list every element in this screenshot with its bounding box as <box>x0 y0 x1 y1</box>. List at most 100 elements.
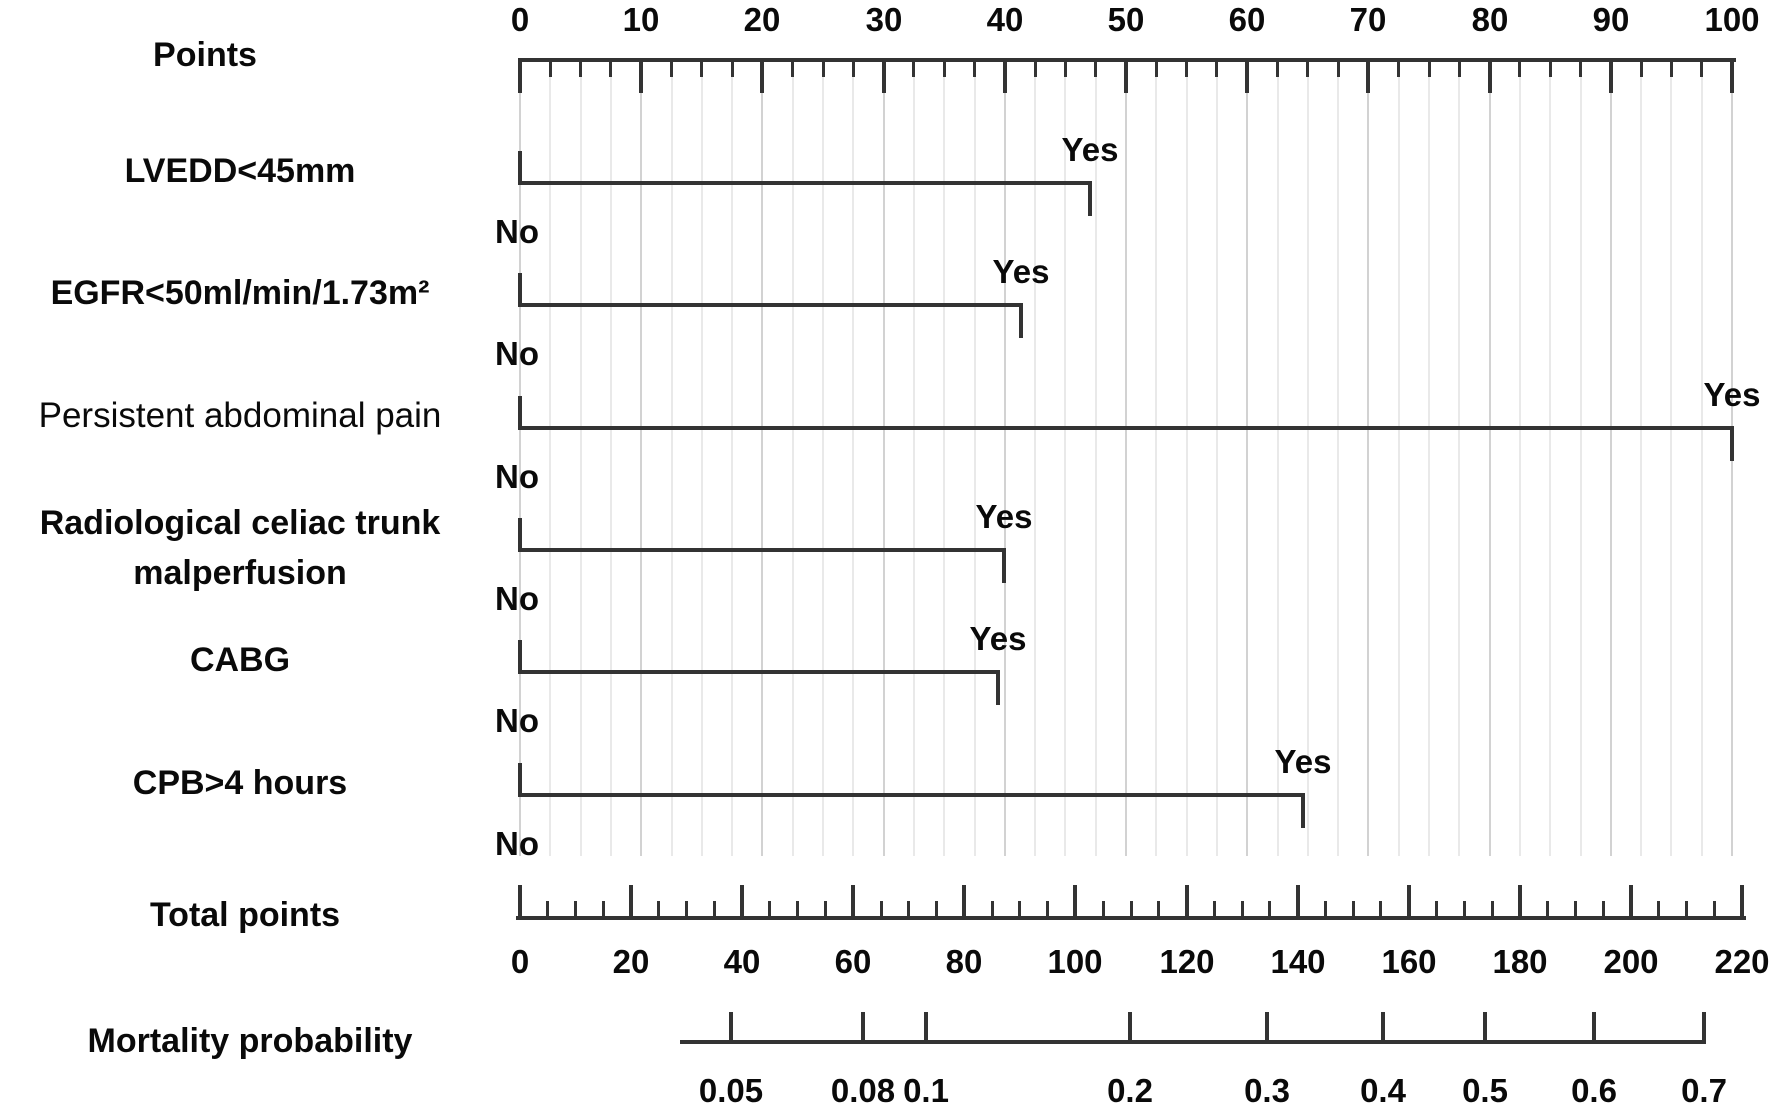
gridline <box>1367 60 1369 856</box>
total-points-axis-tick <box>768 901 771 918</box>
variable-no-tick <box>518 763 522 795</box>
total-points-tick-label: 140 <box>1270 943 1326 980</box>
total-points-axis-tick <box>1073 885 1077 918</box>
gridline <box>852 60 854 856</box>
points-axis-tick <box>1245 60 1249 93</box>
total-points-axis-tick <box>1241 901 1244 918</box>
gridline <box>1277 60 1279 856</box>
total-points-axis-tick <box>935 901 938 918</box>
mortality-tick-label: 0.1 <box>903 1072 949 1109</box>
points-axis-tick <box>1185 60 1188 77</box>
gridline <box>1670 60 1672 856</box>
points-axis-tick <box>1549 60 1552 77</box>
points-axis-tick-label: 60 <box>1228 1 1266 38</box>
gridline <box>519 60 521 856</box>
gridline <box>1701 60 1703 856</box>
total-points-axis-tick <box>546 901 549 918</box>
gridline <box>1519 60 1521 856</box>
points-axis-tick-label: 10 <box>622 1 660 38</box>
mortality-axis-line <box>680 1040 1706 1044</box>
variable-axis-line <box>518 670 1000 674</box>
total-points-axis-tick <box>629 885 633 918</box>
total-points-tick-label: 60 <box>834 943 872 980</box>
gridline <box>761 60 763 856</box>
gridline <box>610 60 612 856</box>
total-points-axis-tick <box>1518 885 1522 918</box>
variable-label: EGFR<50ml/min/1.73m² <box>50 274 430 312</box>
points-axis-tick <box>1670 60 1673 77</box>
gridline <box>1246 60 1248 856</box>
gridline <box>1428 60 1430 856</box>
points-axis-tick <box>1034 60 1037 77</box>
mortality-axis-tick <box>1265 1012 1269 1042</box>
points-axis-tick <box>1428 60 1431 77</box>
points-axis-tick <box>791 60 794 77</box>
total-points-axis-tick <box>1435 901 1438 918</box>
variable-no-label: No <box>495 458 539 495</box>
points-axis-tick <box>549 60 552 77</box>
points-axis-tick <box>1609 60 1613 93</box>
gridline <box>822 60 824 856</box>
total-points-axis-tick <box>1685 901 1688 918</box>
gridline <box>640 60 642 856</box>
mortality-tick-label: 0.7 <box>1681 1072 1727 1109</box>
total-points-axis-tick <box>518 885 522 918</box>
points-axis-tick <box>518 60 522 93</box>
total-points-axis-tick <box>602 901 605 918</box>
total-points-axis-tick <box>962 885 966 918</box>
total-points-axis-tick <box>991 901 994 918</box>
points-axis-tick <box>639 60 643 93</box>
points-axis-tick-label: 70 <box>1349 1 1387 38</box>
points-axis-tick <box>1458 60 1461 77</box>
variable-axis-line <box>518 181 1092 185</box>
variable-no-label: No <box>495 702 539 739</box>
points-axis-tick <box>1640 60 1643 77</box>
mortality-tick-label: 0.6 <box>1571 1072 1617 1109</box>
points-axis-tick <box>1306 60 1309 77</box>
total-points-axis-tick <box>1546 901 1549 918</box>
total-points-axis-tick <box>907 901 910 918</box>
variable-label: LVEDD<45mm <box>124 152 356 190</box>
points-axis-tick-label: 100 <box>1704 1 1760 38</box>
variable-no-label: No <box>495 825 539 862</box>
gridline <box>1186 60 1188 856</box>
total-points-axis-tick <box>1407 885 1411 918</box>
total-points-axis-tick <box>657 901 660 918</box>
points-axis-tick-label: 80 <box>1471 1 1509 38</box>
gridline <box>1095 60 1097 856</box>
variable-label: Persistent abdominal pain <box>38 396 442 435</box>
variable-no-tick <box>518 273 522 305</box>
total-points-tick-label: 220 <box>1714 943 1770 980</box>
variable-axis-line <box>518 426 1734 430</box>
points-axis-tick <box>579 60 582 77</box>
points-axis-tick <box>1700 60 1703 77</box>
points-axis-tick-label: 90 <box>1592 1 1630 38</box>
total-points-tick-label: 40 <box>723 943 761 980</box>
total-points-axis-tick <box>574 901 577 918</box>
total-points-axis-tick <box>1296 885 1300 918</box>
variable-label: malperfusion <box>133 554 347 592</box>
points-axis-tick-label: 0 <box>510 1 530 38</box>
points-axis-tick <box>1094 60 1097 77</box>
gridline <box>580 60 582 856</box>
variable-yes-label: Yes <box>975 498 1033 535</box>
total-points-tick-label: 180 <box>1492 943 1548 980</box>
points-axis-tick <box>1518 60 1521 77</box>
gridline <box>883 60 885 856</box>
points-axis-tick <box>943 60 946 77</box>
gridline <box>792 60 794 856</box>
variable-no-tick <box>518 151 522 183</box>
gridline <box>549 60 551 856</box>
mortality-axis-title: Mortality probability <box>87 1022 413 1060</box>
variable-yes-tick <box>996 672 1000 705</box>
variable-yes-tick <box>1019 305 1023 338</box>
mortality-axis-tick <box>1381 1012 1385 1042</box>
total-points-tick-label: 80 <box>945 943 983 980</box>
mortality-axis-tick <box>1483 1012 1487 1042</box>
total-points-axis-tick <box>1185 885 1189 918</box>
variable-yes-label: Yes <box>1061 131 1119 168</box>
variable-yes-label: Yes <box>1703 376 1761 413</box>
gridline <box>943 60 945 856</box>
total-points-axis-tick <box>1018 901 1021 918</box>
total-points-axis-tick <box>1102 901 1105 918</box>
